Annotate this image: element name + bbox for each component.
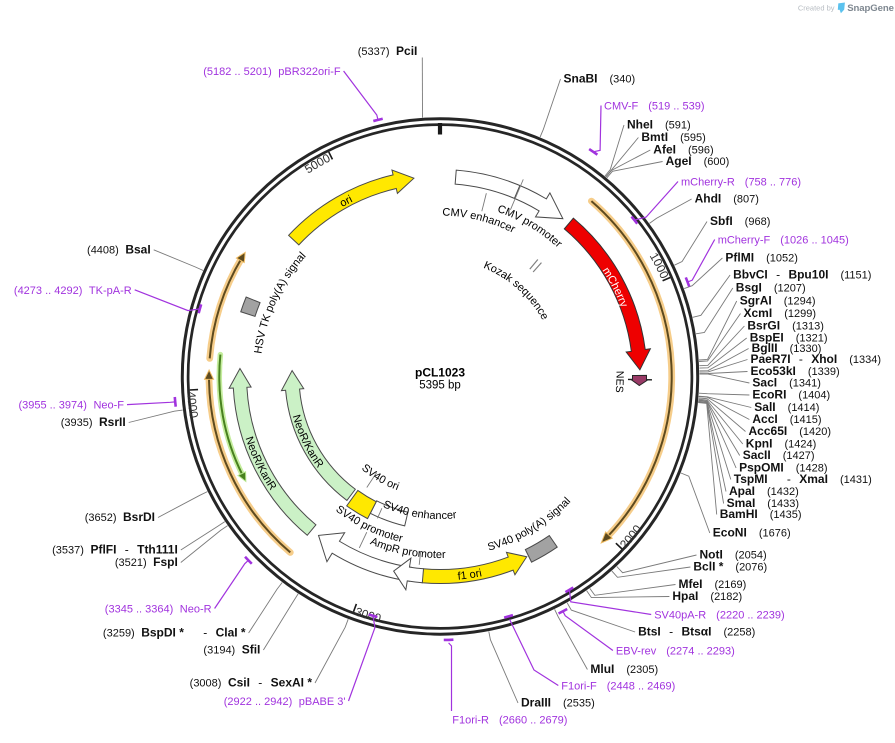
svg-text:(2922 .. 2942)pBABE 3': (2922 .. 2942)pBABE 3' xyxy=(224,696,346,708)
svg-text:(4273 .. 4292)TK-pA-R: (4273 .. 4292)TK-pA-R xyxy=(14,285,132,297)
svg-text:(3521)FspI: (3521)FspI xyxy=(115,555,178,569)
svg-text:F1ori-R(2660 .. 2679): F1ori-R(2660 .. 2679) xyxy=(452,715,567,727)
svg-text:(3955 .. 3974)Neo-F: (3955 .. 3974)Neo-F xyxy=(18,400,124,412)
svg-text:CMV-F(519 .. 539): CMV-F(519 .. 539) xyxy=(604,101,705,113)
svg-text:(3345 .. 3364)Neo-R: (3345 .. 3364)Neo-R xyxy=(105,604,212,616)
svg-text:Created by: Created by xyxy=(798,3,835,12)
svg-text:NES: NES xyxy=(613,371,626,393)
svg-text:(3194)SfiI: (3194)SfiI xyxy=(203,643,260,657)
svg-text:(3259)BspDI * - ClaI *: (3259)BspDI * - ClaI * xyxy=(103,626,246,640)
svg-text:5395 bp: 5395 bp xyxy=(419,379,461,391)
svg-text:SV40pA-R(2220 .. 2239): SV40pA-R(2220 .. 2239) xyxy=(654,610,784,622)
svg-text:pCL1023: pCL1023 xyxy=(415,365,465,379)
svg-text:mCherry-F(1026 .. 1045): mCherry-F(1026 .. 1045) xyxy=(718,235,849,247)
svg-text:(5337)PciI: (5337)PciI xyxy=(358,44,418,58)
svg-text:EBV-rev(2274 .. 2293): EBV-rev(2274 .. 2293) xyxy=(616,646,735,658)
svg-text:SnapGene: SnapGene xyxy=(847,3,894,14)
svg-text:F1ori-F(2448 .. 2469): F1ori-F(2448 .. 2469) xyxy=(561,681,675,693)
svg-text:BbvCI - Bpu10I(1151): BbvCI - Bpu10I(1151) xyxy=(733,268,871,282)
svg-text:BtsI - BtsαI(2258): BtsI - BtsαI(2258) xyxy=(638,625,755,639)
